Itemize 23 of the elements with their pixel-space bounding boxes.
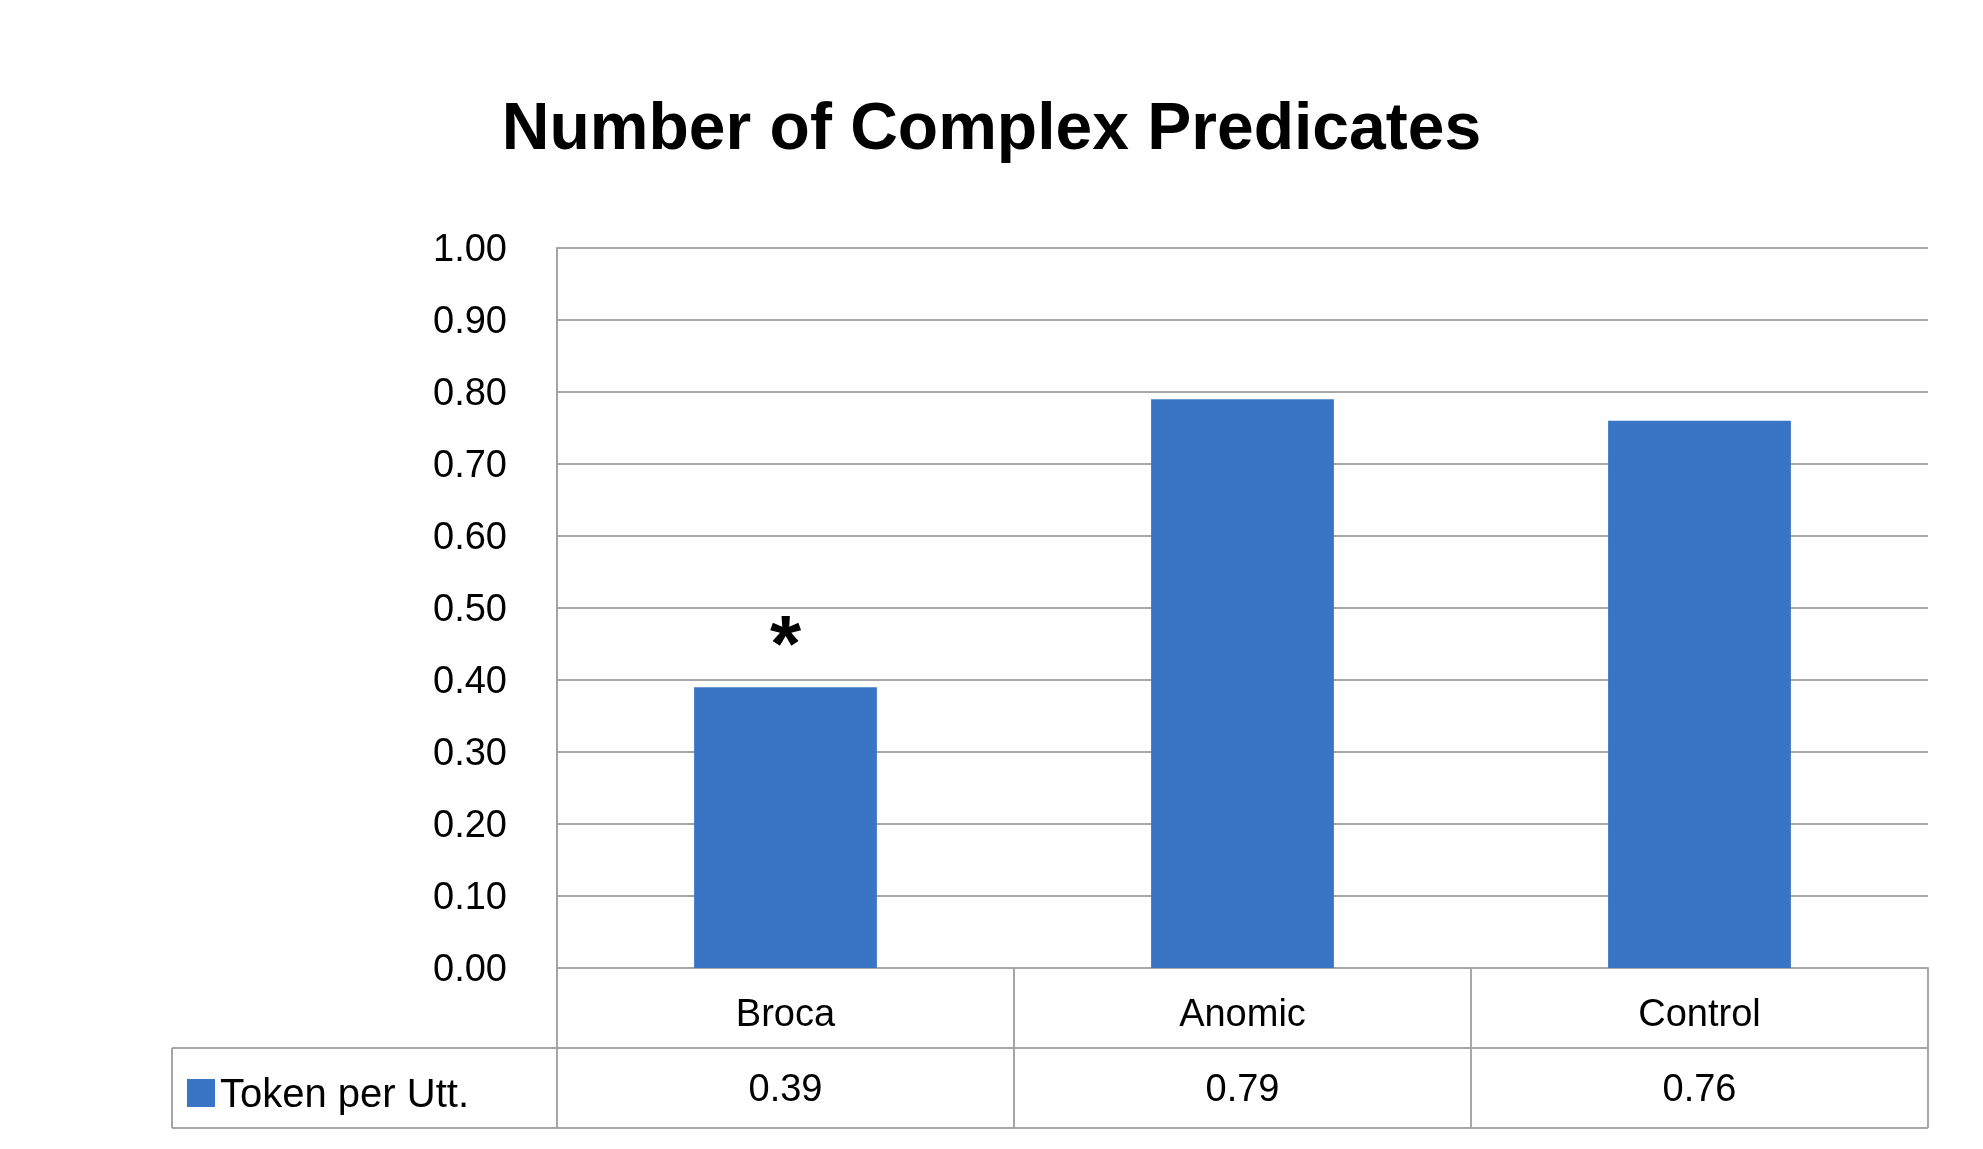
bar xyxy=(694,687,877,968)
bar xyxy=(1608,420,1791,968)
y-tick-label: 0.70 xyxy=(433,443,507,485)
y-tick-label: 0.30 xyxy=(433,731,507,773)
y-tick-label: 1.00 xyxy=(433,227,507,269)
y-tick-label: 0.60 xyxy=(433,515,507,557)
y-tick-label: 0.40 xyxy=(433,659,507,701)
data-label: 0.39 xyxy=(748,1067,823,1109)
data-label: 0.76 xyxy=(1662,1067,1737,1109)
x-tick-label: Control xyxy=(1638,992,1761,1034)
x-tick-label: Anomic xyxy=(1179,992,1306,1034)
y-tick-label: 0.20 xyxy=(433,803,507,845)
y-tick-label: 0.10 xyxy=(433,875,507,917)
y-tick-label: 0.00 xyxy=(433,947,507,989)
legend-label: Token per Utt. xyxy=(220,1071,470,1115)
data-label: 0.79 xyxy=(1205,1067,1280,1109)
x-tick-label: Broca xyxy=(735,992,836,1034)
y-tick-label: 0.90 xyxy=(433,299,507,341)
annotation: * xyxy=(769,598,802,688)
bar xyxy=(1151,399,1334,968)
y-tick-label: 0.50 xyxy=(433,587,507,629)
chart-title: Number of Complex Predicates xyxy=(501,89,1482,163)
y-tick-label: 0.80 xyxy=(433,371,507,413)
